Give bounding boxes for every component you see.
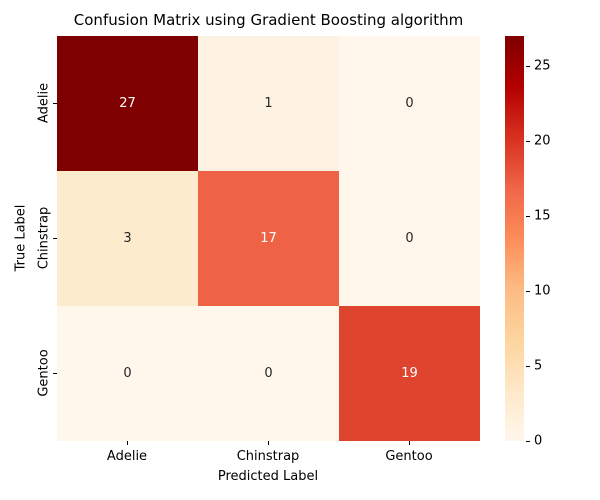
matrix-cell-adelie-gentoo: 0 [339, 36, 480, 171]
colorbar-tick-mark [526, 366, 530, 367]
x-tick-mark [268, 441, 269, 445]
matrix-cell-chinstrap-chinstrap: 17 [198, 171, 339, 306]
matrix-cell-chinstrap-adelie: 3 [57, 171, 198, 306]
cell-value: 27 [119, 96, 136, 111]
matrix-cell-gentoo-chinstrap: 0 [198, 306, 339, 441]
matrix-cell-gentoo-adelie: 0 [57, 306, 198, 441]
x-tick-label-chinstrap: Chinstrap [236, 449, 300, 464]
y-axis-label: True Label [13, 204, 29, 272]
matrix-cell-adelie-adelie: 27 [57, 36, 198, 171]
x-tick-mark [409, 441, 410, 445]
cell-value: 0 [123, 366, 132, 381]
cell-value: 0 [405, 231, 414, 246]
cell-value: 19 [401, 366, 418, 381]
y-tick-label-chinstrap: Chinstrap [36, 206, 52, 270]
x-tick-label-gentoo: Gentoo [385, 449, 433, 464]
y-tick-mark [53, 373, 57, 374]
y-tick-label-gentoo: Gentoo [36, 349, 52, 397]
colorbar-tick-label: 20 [534, 133, 551, 149]
cell-value: 0 [405, 96, 414, 111]
colorbar-tick-mark [526, 141, 530, 142]
y-tick-label-adelie: Adelie [36, 82, 52, 124]
colorbar-tick-label: 5 [534, 358, 543, 374]
x-tick-label-adelie: Adelie [106, 449, 148, 464]
x-tick-mark [127, 441, 128, 445]
matrix-cell-gentoo-gentoo: 19 [339, 306, 480, 441]
y-tick-mark [53, 103, 57, 104]
colorbar-tick-label: 10 [534, 283, 551, 299]
colorbar-tick-mark [526, 291, 530, 292]
matrix-cell-chinstrap-gentoo: 0 [339, 171, 480, 306]
y-tick-mark [53, 238, 57, 239]
cell-value: 1 [264, 96, 273, 111]
colorbar-gradient [505, 36, 524, 441]
chart-title: Confusion Matrix using Gradient Boosting… [73, 11, 464, 29]
cell-value: 3 [123, 231, 132, 246]
colorbar-tick-mark [526, 441, 530, 442]
matrix-cell-adelie-chinstrap: 1 [198, 36, 339, 171]
cell-value: 0 [264, 366, 273, 381]
colorbar-tick-mark [526, 216, 530, 217]
cell-value: 17 [260, 231, 277, 246]
colorbar-tick-label: 0 [534, 433, 543, 449]
heatmap-grid: 27 1 0 3 17 0 0 0 19 [57, 36, 480, 441]
colorbar-tick-label: 15 [534, 208, 551, 224]
colorbar-tick-mark [526, 66, 530, 67]
colorbar-tick-label: 25 [534, 58, 551, 74]
x-axis-label: Predicted Label [217, 469, 319, 484]
